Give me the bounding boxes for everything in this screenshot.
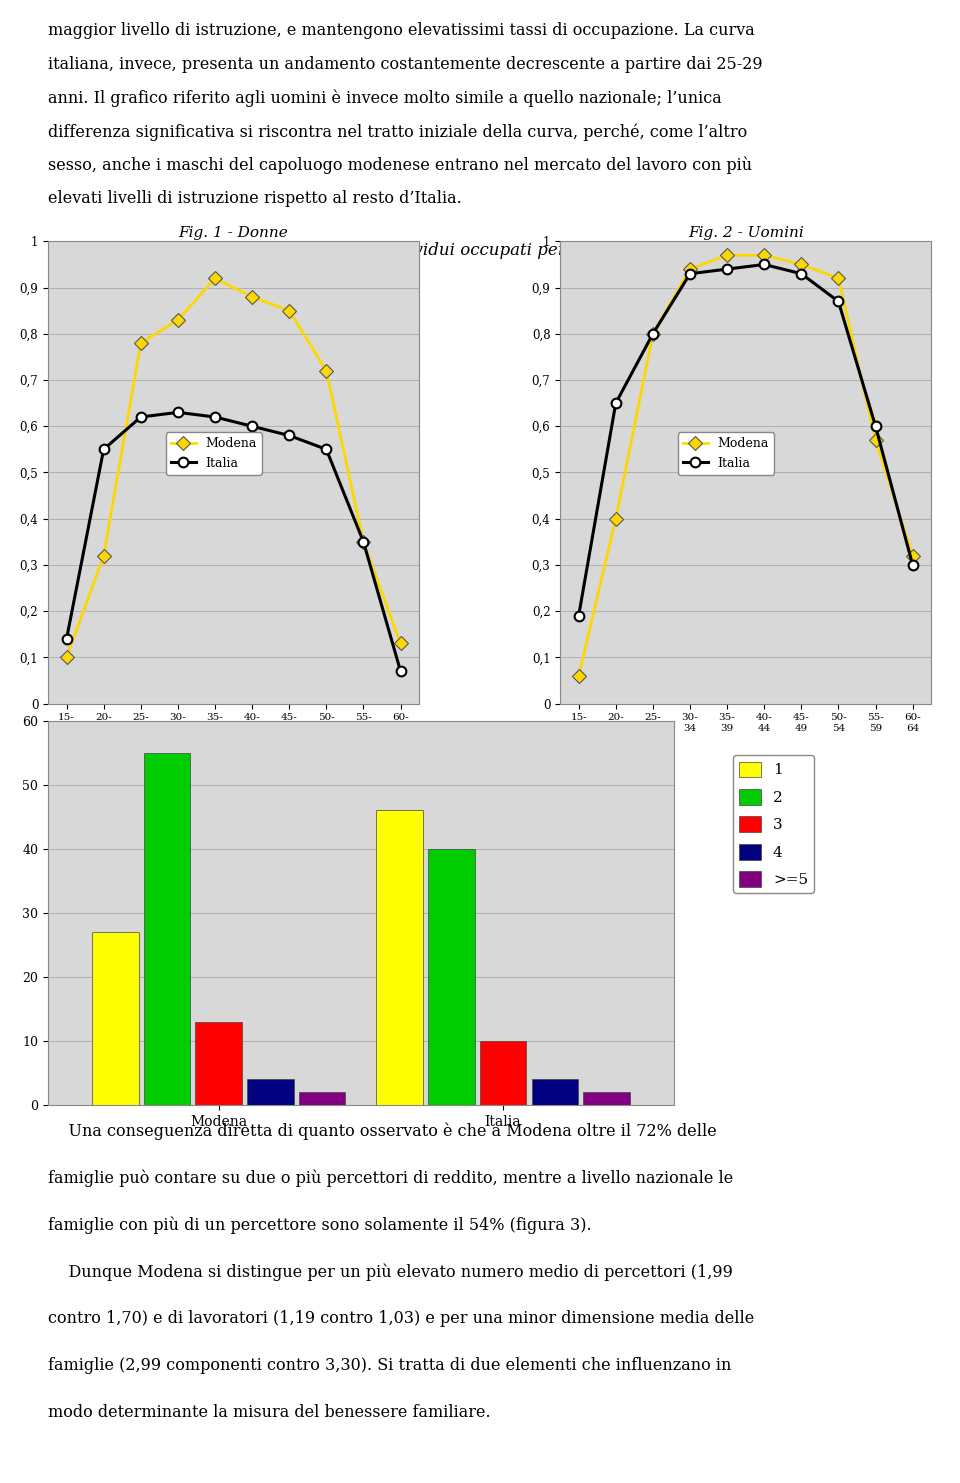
Modena: [172, 311, 183, 329]
Line: Italia: Italia: [61, 408, 405, 676]
Title: Fig. 1 - Donne: Fig. 1 - Donne: [179, 227, 288, 240]
Text: Dunque Modena si distingue per un più elevato numero medio di percettori (1,99: Dunque Modena si distingue per un più el…: [48, 1264, 732, 1281]
Bar: [144, 753, 190, 1105]
Legend: Modena, Italia: Modena, Italia: [165, 433, 262, 475]
Italia: [610, 394, 621, 412]
Modena: [758, 246, 770, 264]
Italia: [98, 440, 109, 458]
Italia: [573, 607, 585, 624]
Line: Italia: Italia: [574, 260, 918, 620]
Bar: [480, 1041, 526, 1105]
Text: famiglie può contare su due o più percettori di reddito, mentre a livello nazion: famiglie può contare su due o più percet…: [48, 1169, 733, 1186]
Title: Fig. 2 - Uomini: Fig. 2 - Uomini: [687, 227, 804, 240]
Modena: [907, 547, 919, 565]
Modena: [358, 532, 370, 550]
Text: Una conseguenza diretta di quanto osservato è che a Modena oltre il 72% delle: Una conseguenza diretta di quanto osserv…: [48, 1123, 717, 1140]
Legend: Modena, Italia: Modena, Italia: [678, 433, 774, 475]
Line: Modena: Modena: [61, 273, 405, 663]
Modena: [684, 260, 696, 277]
Text: famiglie (2,99 componenti contro 3,30). Si tratta di due elementi che influenzan: famiglie (2,99 componenti contro 3,30). …: [48, 1357, 732, 1375]
Modena: [796, 255, 807, 273]
Text: modo determinante la misura del benessere familiare.: modo determinante la misura del benesser…: [48, 1404, 491, 1421]
Italia: [209, 408, 221, 426]
Modena: [573, 667, 585, 685]
Text: italiana, invece, presenta un andamento costantemente decrescente a partire dai : italiana, invece, presenta un andamento …: [48, 56, 762, 73]
Text: sesso, anche i maschi del capoluogo modenese entrano nel mercato del lavoro con : sesso, anche i maschi del capoluogo mode…: [48, 157, 752, 175]
Modena: [321, 362, 332, 380]
Italia: [684, 265, 696, 283]
Text: anni. Il grafico riferito agli uomini è invece molto simile a quello nazionale; : anni. Il grafico riferito agli uomini è …: [48, 89, 722, 107]
Modena: [98, 547, 109, 565]
Modena: [647, 325, 659, 343]
Italia: [907, 556, 919, 574]
Modena: [60, 648, 72, 666]
Modena: [135, 334, 147, 351]
Text: Fig. 3 - Distribuzione delle famiglie per numero di percettori di reddito: Fig. 3 - Distribuzione delle famiglie pe…: [48, 721, 626, 739]
Modena: [610, 510, 621, 528]
Italia: [60, 630, 72, 648]
Bar: [92, 933, 138, 1105]
Italia: [758, 255, 770, 273]
Text: elevati livelli di istruzione rispetto al resto d’Italia.: elevati livelli di istruzione rispetto a…: [48, 190, 462, 208]
Text: contro 1,70) e di lavoratori (1,19 contro 1,03) e per una minor dimensione media: contro 1,70) e di lavoratori (1,19 contr…: [48, 1311, 755, 1327]
Bar: [196, 1022, 242, 1105]
Line: Modena: Modena: [574, 251, 918, 681]
Italia: [358, 532, 370, 550]
Italia: [832, 292, 844, 310]
Italia: [796, 265, 807, 283]
Text: Quota di individui occupati per classe di età: Quota di individui occupati per classe d…: [304, 242, 675, 260]
Italia: [321, 440, 332, 458]
Bar: [584, 1091, 630, 1105]
Bar: [428, 848, 474, 1105]
Bar: [376, 811, 423, 1105]
Modena: [209, 270, 221, 288]
Italia: [172, 403, 183, 421]
Italia: [283, 427, 295, 445]
Modena: [870, 432, 881, 449]
Modena: [395, 635, 406, 653]
Italia: [870, 417, 881, 435]
Italia: [135, 408, 147, 426]
Bar: [532, 1080, 578, 1105]
Italia: [395, 663, 406, 681]
Bar: [299, 1091, 346, 1105]
Modena: [247, 288, 258, 305]
Modena: [721, 246, 732, 264]
Text: differenza significativa si riscontra nel tratto iniziale della curva, perché, c: differenza significativa si riscontra ne…: [48, 123, 747, 141]
Legend: 1, 2, 3, 4, >=5: 1, 2, 3, 4, >=5: [733, 755, 814, 893]
Italia: [647, 325, 659, 343]
Text: famiglie con più di un percettore sono solamente il 54% (figura 3).: famiglie con più di un percettore sono s…: [48, 1216, 591, 1234]
Modena: [283, 303, 295, 320]
Text: maggior livello di istruzione, e mantengono elevatissimi tassi di occupazione. L: maggior livello di istruzione, e manteng…: [48, 22, 755, 39]
Modena: [832, 270, 844, 288]
Italia: [721, 260, 732, 277]
Italia: [247, 417, 258, 435]
Bar: [247, 1080, 294, 1105]
